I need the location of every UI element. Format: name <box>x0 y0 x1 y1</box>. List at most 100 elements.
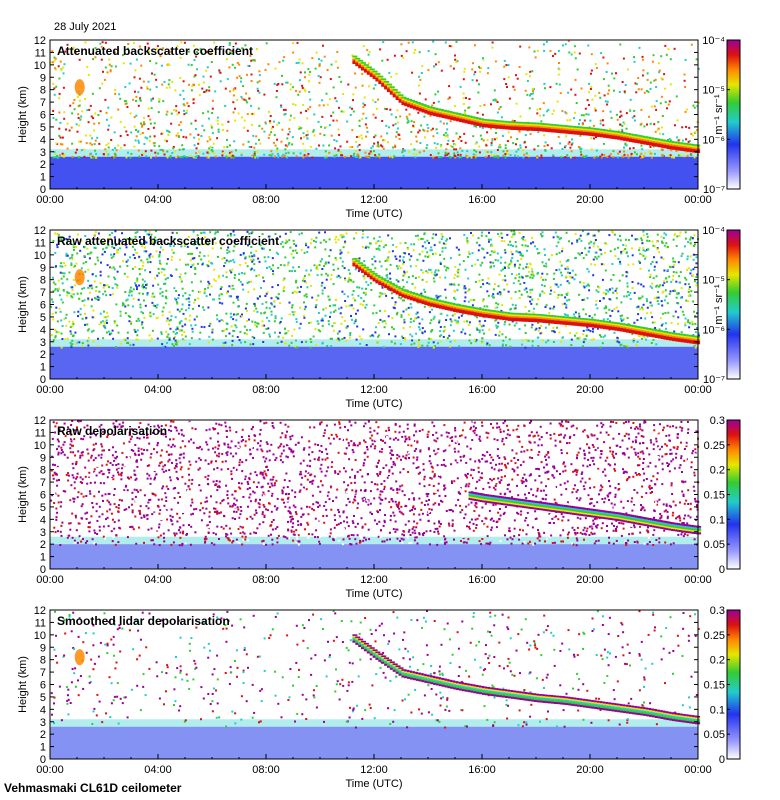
speckle <box>198 338 201 341</box>
speckle <box>691 323 694 326</box>
speckle <box>566 119 569 122</box>
speckle <box>274 233 277 235</box>
speckle <box>216 231 219 233</box>
speckle <box>127 47 130 50</box>
speckle <box>619 234 621 237</box>
cloud-cell <box>579 126 585 129</box>
speckle <box>316 274 319 277</box>
speckle <box>150 107 153 110</box>
speckle <box>306 133 309 136</box>
speckle <box>323 239 326 242</box>
cloud-cell <box>568 125 574 128</box>
speckle <box>497 321 500 324</box>
speckle <box>455 40 458 43</box>
speckle <box>161 310 164 313</box>
speckle <box>616 156 619 159</box>
speckle <box>524 324 527 327</box>
speckle <box>297 266 300 268</box>
speckle <box>243 119 246 122</box>
speckle <box>130 294 133 297</box>
speckle <box>689 255 692 258</box>
speckle <box>356 286 359 289</box>
speckle <box>489 127 492 130</box>
speckle <box>116 284 119 287</box>
cloud-cell <box>387 83 392 86</box>
speckle <box>431 237 434 240</box>
speckle <box>408 253 410 256</box>
speckle <box>191 85 194 87</box>
speckle <box>659 132 662 135</box>
speckle <box>91 137 94 140</box>
speckle <box>332 119 335 122</box>
speckle <box>439 335 441 338</box>
speckle <box>687 267 690 270</box>
speckle <box>144 269 147 272</box>
cloud-cell <box>395 98 401 100</box>
speckle <box>474 71 477 74</box>
speckle <box>232 111 235 114</box>
speckle <box>130 131 133 134</box>
speckle <box>345 305 348 308</box>
speckle <box>269 120 272 123</box>
speckle <box>460 314 463 317</box>
speckle <box>442 330 445 333</box>
speckle <box>161 291 164 294</box>
cloud-cell <box>600 129 606 131</box>
cloud-cell <box>577 132 582 135</box>
speckle <box>434 156 437 159</box>
speckle <box>411 41 414 44</box>
cloud-cell <box>467 118 473 121</box>
speckle <box>669 265 671 268</box>
cloud-cell <box>536 124 542 127</box>
speckle <box>506 86 508 88</box>
speckle <box>664 289 667 292</box>
speckle <box>268 110 270 113</box>
speckle <box>184 292 187 295</box>
cloud-cell <box>531 128 536 131</box>
speckle <box>486 282 489 285</box>
speckle <box>226 138 228 141</box>
speckle <box>303 136 306 139</box>
speckle <box>652 338 655 341</box>
speckle <box>234 324 237 327</box>
speckle <box>124 305 127 308</box>
cloud-cell <box>672 141 678 144</box>
speckle <box>347 280 350 283</box>
cloud-cell <box>447 115 453 118</box>
cloud-cell <box>361 62 366 65</box>
speckle <box>261 247 264 250</box>
speckle <box>561 250 564 253</box>
cloud-cell <box>430 108 436 111</box>
speckle <box>330 63 333 66</box>
speckle <box>637 297 640 300</box>
speckle <box>180 129 183 132</box>
speckle <box>207 341 210 344</box>
speckle <box>250 251 253 254</box>
speckle <box>362 300 365 303</box>
cloud-cell <box>355 64 361 67</box>
speckle <box>69 104 72 107</box>
speckle <box>621 124 624 127</box>
speckle <box>340 80 343 83</box>
speckle <box>321 115 324 118</box>
speckle <box>452 140 455 143</box>
speckle <box>483 332 485 335</box>
speckle <box>533 307 535 310</box>
cloud-cell <box>539 129 545 132</box>
cloud-cell <box>528 128 534 131</box>
speckle <box>289 83 292 86</box>
speckle <box>667 103 670 106</box>
speckle <box>556 326 559 329</box>
cloud-cell <box>597 135 603 137</box>
speckle <box>54 328 57 331</box>
speckle <box>94 263 97 266</box>
speckle <box>226 58 228 61</box>
speckle <box>667 245 669 248</box>
speckle <box>619 43 622 46</box>
cloud-cell <box>686 149 692 152</box>
speckle <box>85 316 88 319</box>
speckle <box>644 152 647 155</box>
speckle <box>252 343 255 346</box>
speckle <box>687 241 690 244</box>
cloud-cell <box>444 113 450 116</box>
